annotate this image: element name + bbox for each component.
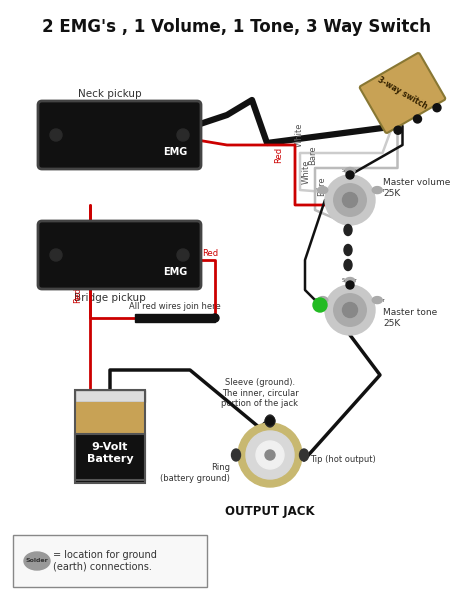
Circle shape <box>325 175 375 225</box>
Circle shape <box>325 285 375 335</box>
Text: Red: Red <box>73 287 82 303</box>
Text: Bare: Bare <box>308 145 317 165</box>
Ellipse shape <box>344 244 352 256</box>
Text: = location for ground
(earth) connections.: = location for ground (earth) connection… <box>53 550 157 572</box>
Ellipse shape <box>344 259 352 271</box>
Ellipse shape <box>265 415 274 427</box>
Circle shape <box>265 416 275 426</box>
Text: Solder: Solder <box>315 187 331 193</box>
Circle shape <box>334 184 366 216</box>
Circle shape <box>266 417 274 425</box>
Text: White: White <box>302 160 311 184</box>
Ellipse shape <box>372 297 382 304</box>
Text: Tip (hot output): Tip (hot output) <box>310 455 376 464</box>
Text: White: White <box>295 123 304 147</box>
Text: Sleeve (ground).
The inner, circular
portion of the jack: Sleeve (ground). The inner, circular por… <box>221 378 299 408</box>
Text: All red wires join here: All red wires join here <box>129 302 221 311</box>
Circle shape <box>177 129 189 141</box>
Circle shape <box>343 302 357 317</box>
Ellipse shape <box>24 552 50 570</box>
Ellipse shape <box>231 449 240 461</box>
Bar <box>75 390 145 480</box>
Circle shape <box>50 129 62 141</box>
Circle shape <box>346 281 354 289</box>
Circle shape <box>177 249 189 261</box>
Ellipse shape <box>345 168 355 174</box>
Text: Solder: Solder <box>342 168 358 174</box>
Bar <box>75 434 145 483</box>
FancyBboxPatch shape <box>38 101 201 169</box>
Text: 2 EMG's , 1 Volume, 1 Tone, 3 Way Switch: 2 EMG's , 1 Volume, 1 Tone, 3 Way Switch <box>43 18 431 36</box>
Text: Solder: Solder <box>315 298 331 302</box>
Ellipse shape <box>318 186 328 193</box>
Circle shape <box>334 294 366 326</box>
FancyBboxPatch shape <box>360 53 445 133</box>
Text: Solder: Solder <box>26 558 48 564</box>
Text: Bridge pickup: Bridge pickup <box>73 293 146 303</box>
Circle shape <box>211 314 219 322</box>
Text: EMG: EMG <box>163 147 187 157</box>
Ellipse shape <box>372 186 382 193</box>
Bar <box>75 390 145 402</box>
Text: Red: Red <box>274 147 283 163</box>
Circle shape <box>433 104 441 112</box>
FancyBboxPatch shape <box>13 535 207 587</box>
Ellipse shape <box>344 225 352 235</box>
Text: Bare: Bare <box>317 176 326 196</box>
Circle shape <box>256 441 284 469</box>
Text: Neck pickup: Neck pickup <box>78 89 141 99</box>
Ellipse shape <box>300 449 309 461</box>
Circle shape <box>346 171 354 179</box>
Text: Solder: Solder <box>369 187 385 193</box>
Text: EMG: EMG <box>163 267 187 277</box>
Circle shape <box>50 249 62 261</box>
Text: 3-way switch: 3-way switch <box>376 75 429 111</box>
Text: 9-Volt
Battery: 9-Volt Battery <box>87 442 133 464</box>
Text: Solder: Solder <box>369 298 385 302</box>
Circle shape <box>313 298 327 312</box>
Text: Master tone
25K: Master tone 25K <box>383 308 437 328</box>
Ellipse shape <box>318 297 328 304</box>
FancyBboxPatch shape <box>38 221 201 289</box>
Circle shape <box>343 192 357 207</box>
Ellipse shape <box>345 277 355 285</box>
Text: Master volume
25K: Master volume 25K <box>383 179 450 198</box>
Text: Ring
(battery ground): Ring (battery ground) <box>160 463 230 483</box>
Text: Solder: Solder <box>342 279 358 283</box>
Text: OUTPUT JACK: OUTPUT JACK <box>225 505 315 518</box>
Bar <box>75 402 145 434</box>
Text: Red: Red <box>202 249 218 258</box>
Circle shape <box>265 450 275 460</box>
Circle shape <box>394 126 402 134</box>
Circle shape <box>246 431 294 479</box>
Circle shape <box>238 423 302 487</box>
Bar <box>135 314 215 322</box>
Circle shape <box>413 115 421 123</box>
